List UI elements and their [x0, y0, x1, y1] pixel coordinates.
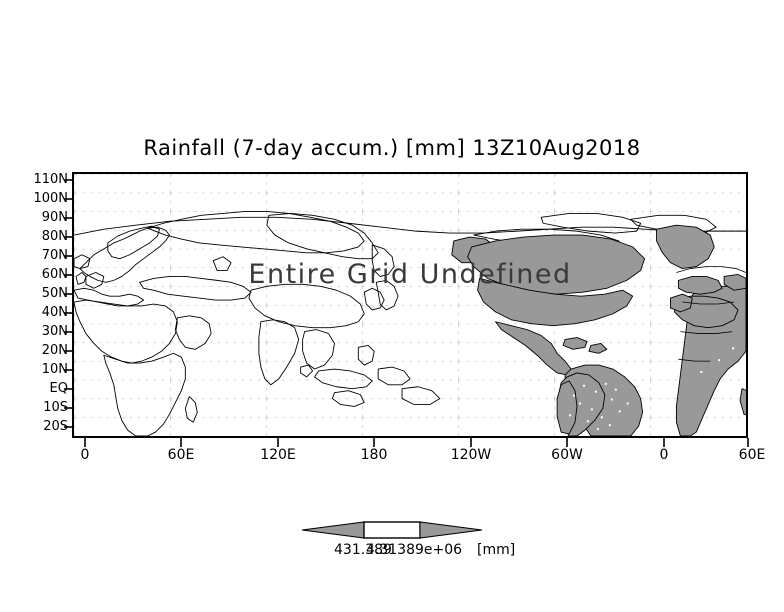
x-axis-ticks [84, 438, 749, 447]
y-tick-label: 70N [41, 248, 68, 263]
y-tick-label: EQ [49, 381, 68, 396]
y-tick-label: 20N [41, 343, 68, 358]
x-tick-label: 0 [80, 447, 90, 463]
landmass-outlines-east [74, 210, 441, 436]
page-title: Rainfall (7-day accum.) [mm] 13Z10Aug201… [143, 136, 641, 160]
landmass-filled-west [451, 224, 746, 436]
world-map [74, 174, 746, 436]
y-tick-label: 30N [41, 324, 68, 339]
colorbar[interactable] [302, 516, 482, 544]
colorbar-center-box [363, 521, 421, 539]
y-tick-label: 100N [33, 191, 68, 206]
y-tick-label: 20S [43, 419, 68, 434]
x-tick-label: 120E [260, 447, 296, 463]
y-axis: 110N 100N 90N 80N 70N 60N 50N 40N 30N 20… [12, 172, 68, 438]
x-tick-label: 0 [659, 447, 669, 463]
colorbar-swatches [302, 521, 482, 539]
landmass-outlines-right-edge [676, 266, 746, 362]
y-tick-label: 90N [41, 210, 68, 225]
x-tick-label: 60W [551, 447, 583, 463]
graticule-gridlines [74, 174, 746, 436]
y-tick-label: 10N [41, 362, 68, 377]
colorbar-max-label: 4.31389e+06 [366, 542, 463, 558]
x-tick-label: 60E [738, 447, 766, 463]
y-tick-label: 60N [41, 267, 68, 282]
y-tick-label: 80N [41, 229, 68, 244]
map-plot-area[interactable] [72, 172, 748, 438]
colorbar-low-extension [302, 521, 365, 539]
colorbar-min-label: 431.389 [334, 542, 392, 558]
y-tick-label: 40N [41, 305, 68, 320]
x-tick-label: 120W [450, 447, 492, 463]
x-axis: 0 60E 120E 180 120W 60W 0 60E [0, 448, 784, 468]
y-axis-ticks [64, 179, 73, 428]
x-tick-label: 180 [360, 447, 388, 463]
y-tick-label: 110N [33, 172, 68, 187]
colorbar-units-label: [mm] [477, 542, 516, 558]
y-tick-label: 50N [41, 286, 68, 301]
x-tick-label: 60E [167, 447, 195, 463]
y-tick-label: 10S [43, 400, 68, 415]
colorbar-high-extension [419, 521, 482, 539]
undefined-speckle [569, 347, 735, 431]
